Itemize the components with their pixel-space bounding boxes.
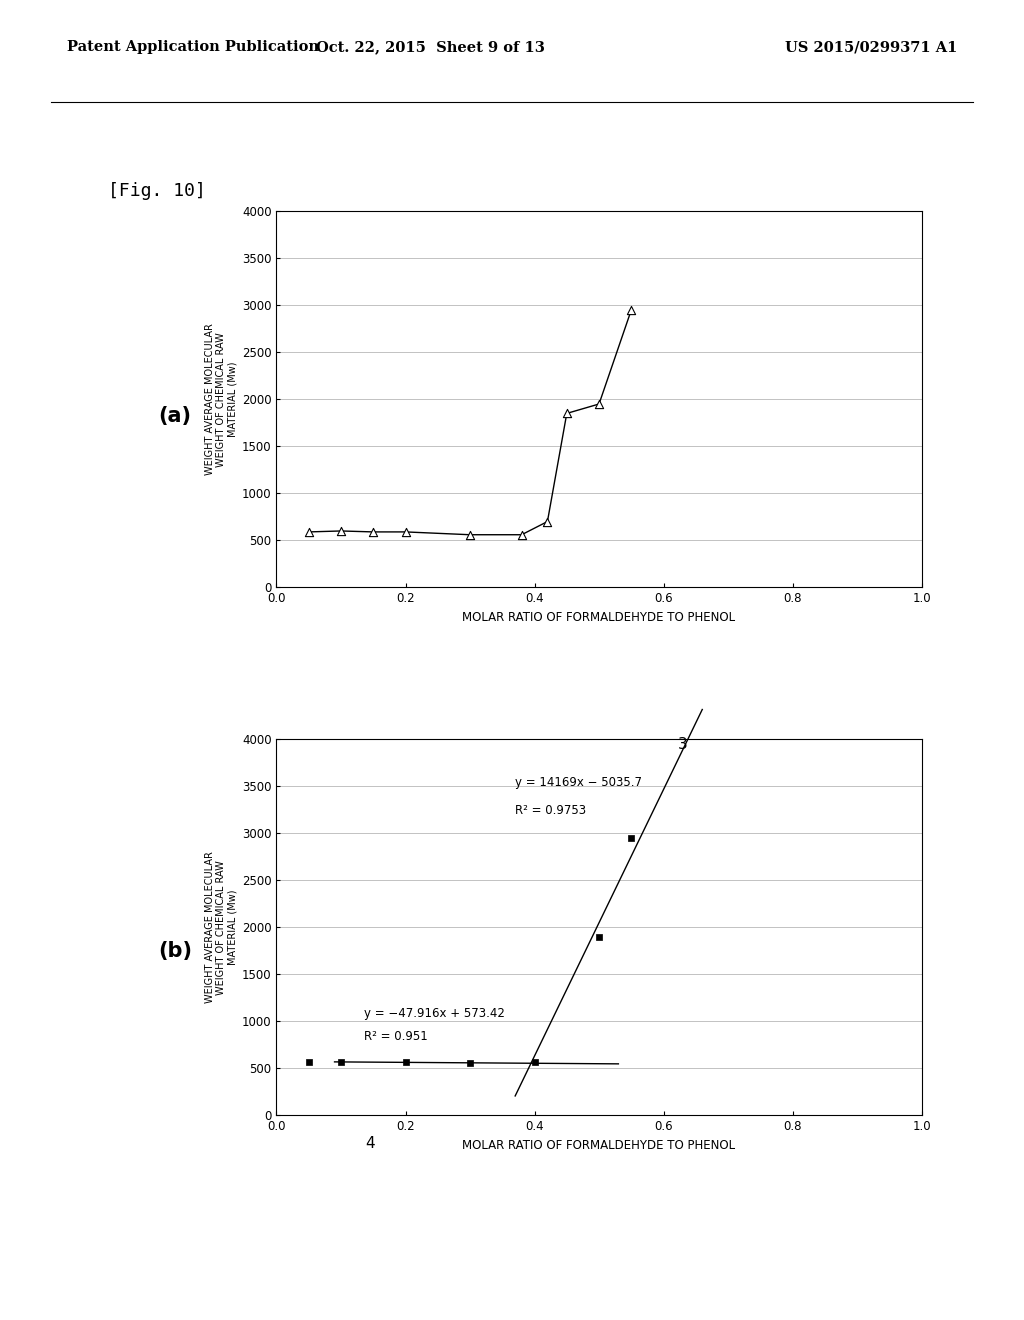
Y-axis label: WEIGHT AVERAGE MOLECULAR
WEIGHT OF CHEMICAL RAW
MATERIAL (Mw): WEIGHT AVERAGE MOLECULAR WEIGHT OF CHEMI… [205, 323, 238, 475]
Point [462, 524, 478, 545]
Text: y = 14169x − 5035.7: y = 14169x − 5035.7 [515, 776, 642, 789]
Point [623, 828, 639, 849]
Text: Oct. 22, 2015  Sheet 9 of 13: Oct. 22, 2015 Sheet 9 of 13 [315, 40, 545, 54]
Point [397, 521, 414, 543]
Point [333, 520, 349, 541]
X-axis label: MOLAR RATIO OF FORMALDEHYDE TO PHENOL: MOLAR RATIO OF FORMALDEHYDE TO PHENOL [463, 1139, 735, 1152]
Point [397, 1052, 414, 1073]
Point [559, 403, 575, 424]
Point [301, 1051, 317, 1072]
Point [333, 1051, 349, 1072]
Point [301, 521, 317, 543]
Text: (a): (a) [159, 407, 191, 426]
Point [462, 1052, 478, 1073]
Point [366, 521, 382, 543]
Text: R² = 0.9753: R² = 0.9753 [515, 804, 587, 817]
Text: 3: 3 [678, 737, 688, 751]
Text: US 2015/0299371 A1: US 2015/0299371 A1 [785, 40, 957, 54]
Point [623, 300, 639, 321]
Text: R² = 0.951: R² = 0.951 [364, 1030, 427, 1043]
Point [591, 393, 607, 414]
Text: [Fig. 10]: [Fig. 10] [108, 182, 206, 201]
Text: (b): (b) [159, 941, 193, 961]
Text: 4: 4 [366, 1137, 375, 1151]
Point [591, 927, 607, 948]
Text: Patent Application Publication: Patent Application Publication [67, 40, 318, 54]
Point [513, 524, 529, 545]
Point [526, 1051, 543, 1072]
Y-axis label: WEIGHT AVERAGE MOLECULAR
WEIGHT OF CHEMICAL RAW
MATERIAL (Mw): WEIGHT AVERAGE MOLECULAR WEIGHT OF CHEMI… [205, 851, 238, 1003]
Text: y = −47.916x + 573.42: y = −47.916x + 573.42 [364, 1007, 505, 1019]
Point [540, 511, 556, 532]
X-axis label: MOLAR RATIO OF FORMALDEHYDE TO PHENOL: MOLAR RATIO OF FORMALDEHYDE TO PHENOL [463, 611, 735, 624]
